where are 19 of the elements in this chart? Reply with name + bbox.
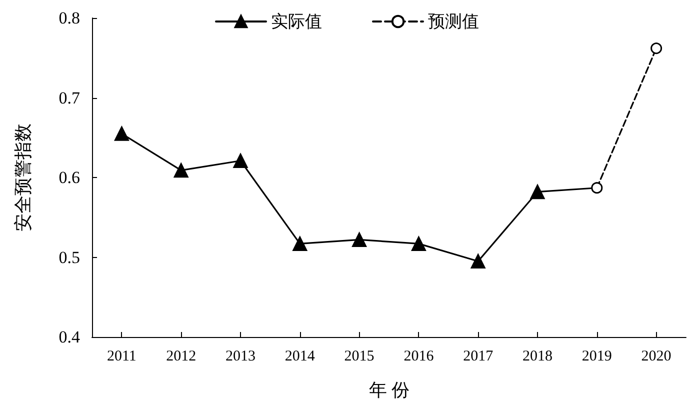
- x-tick-label: 2016: [404, 348, 434, 364]
- x-tick-label: 2018: [522, 348, 552, 364]
- y-tick-label: 0.8: [58, 8, 80, 28]
- legend-label: 实际值: [271, 12, 322, 31]
- y-tick-label: 0.4: [58, 328, 80, 346]
- x-tick-label: 2020: [641, 348, 672, 364]
- y-axis-title: 安全预警指数: [13, 124, 33, 232]
- legend-label: 预测值: [428, 12, 479, 31]
- x-axis-title: 年 份: [368, 380, 410, 400]
- x-tick-label: 2012: [166, 348, 196, 364]
- x-tick-label: 2014: [284, 348, 316, 364]
- y-tick-label: 0.5: [58, 248, 80, 267]
- y-tick-label: 0.7: [58, 88, 80, 108]
- x-tick-label: 2013: [226, 348, 256, 364]
- x-tick-label: 2011: [106, 348, 136, 364]
- x-tick-label: 2019: [582, 348, 612, 364]
- x-tick-label: 2015: [344, 348, 374, 364]
- x-tick-label: 2017: [463, 348, 494, 364]
- y-tick-label: 0.6: [58, 168, 80, 187]
